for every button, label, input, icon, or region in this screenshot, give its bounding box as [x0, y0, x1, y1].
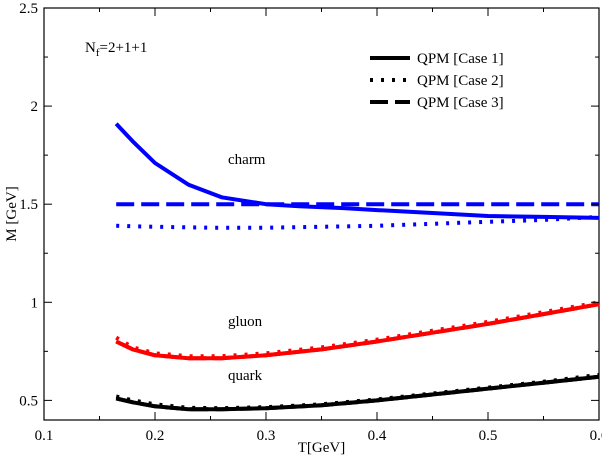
flavor-annotation: Nf=2+1+1 [85, 40, 147, 59]
x-tick-label: 0.3 [257, 428, 276, 444]
legend: QPM [Case 1] QPM [Case 2] QPM [Case 3] [370, 51, 504, 111]
series-layer [114, 122, 600, 412]
charm-label: charm [228, 152, 266, 168]
y-tick-label: 1 [31, 295, 39, 311]
gluon-label: gluon [228, 314, 263, 330]
y-axis-title: M [GeV] [4, 186, 20, 241]
y-tick-label: 1.5 [19, 197, 38, 213]
x-tick-label: 0.6 [590, 428, 602, 444]
flavor-prefix: N [85, 40, 96, 56]
legend-label-case3: QPM [Case 3] [417, 95, 504, 111]
series-line-quark-dashed [115, 374, 600, 412]
series-line-charm-dotted [116, 214, 600, 230]
quark-label: quark [228, 368, 263, 384]
x-axis-title: T[GeV] [298, 440, 345, 456]
flavor-sub: f [96, 47, 100, 59]
plot-frame [43, 7, 600, 421]
x-tick-label: 0.1 [35, 428, 54, 444]
legend-label-case2: QPM [Case 2] [417, 73, 504, 89]
x-tick-label: 0.5 [479, 428, 498, 444]
ticks-layer: 0.1 0.2 0.3 0.4 0.5 0.6 0.5 1 1.5 2 2.5 [19, 1, 602, 444]
series-line-gluon-solid [115, 302, 600, 361]
series-line-gluon-dashed [115, 302, 600, 361]
y-tick-label: 2 [31, 99, 39, 115]
y-tick-label: 0.5 [19, 393, 38, 409]
series-line-quark-solid [115, 374, 600, 412]
x-tick-label: 0.4 [368, 428, 387, 444]
series-line-gluon-dotted [115, 300, 600, 359]
legend-label-case1: QPM [Case 1] [417, 51, 504, 67]
x-tick-label: 0.2 [146, 428, 165, 444]
y-tick-label: 2.5 [19, 1, 38, 17]
flavor-suffix: =2+1+1 [100, 40, 148, 56]
